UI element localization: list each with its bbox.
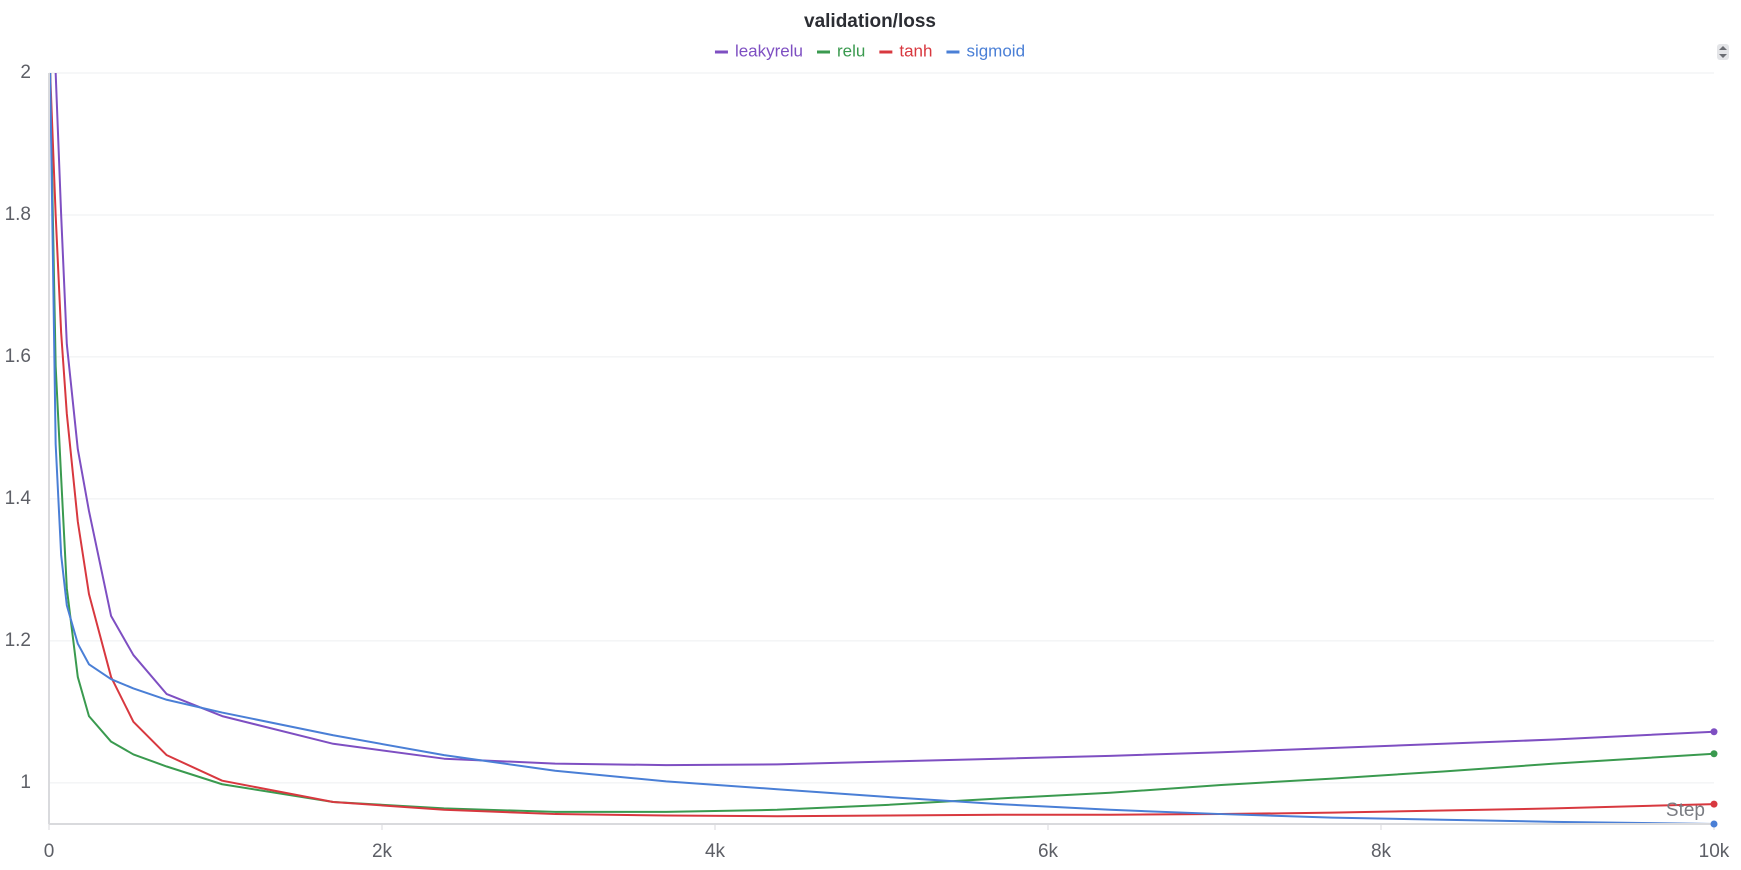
legend-item: tanh (879, 41, 932, 60)
x-tick-label: 6k (1038, 841, 1059, 862)
x-tick-label: 0 (44, 841, 55, 862)
legend-label: leakyrelu (735, 41, 803, 60)
grid: 1 1.2 1.4 1.6 1.8 2 0 2k 4k 6k 8k 10k (5, 62, 1730, 862)
y-tick-label: 1.2 (5, 630, 31, 651)
chart-title: validation/loss (804, 11, 936, 32)
x-tick-label: 4k (705, 841, 726, 862)
legend-item: sigmoid (946, 41, 1025, 60)
y-tick-label: 1 (20, 772, 31, 793)
line (49, 73, 1715, 813)
line (49, 73, 1715, 825)
line (54, 73, 1715, 767)
y-tick-label: 1.4 (5, 488, 32, 509)
x-tick-label: 8k (1371, 841, 1392, 862)
legend-label: relu (837, 41, 865, 60)
y-tick-label: 1.6 (5, 346, 31, 367)
end-point (1710, 800, 1718, 808)
plot-area (49, 73, 1715, 825)
legend-label: sigmoid (966, 41, 1025, 60)
legend-label: tanh (899, 41, 932, 60)
end-point (1710, 750, 1718, 758)
y-tick-label: 1.8 (5, 204, 31, 225)
x-tick-label: 10k (1699, 841, 1730, 862)
x-tick-label: 2k (372, 841, 393, 862)
legend-item: leakyrelu (714, 41, 803, 60)
x-axis-label: Step (1666, 800, 1705, 821)
line (49, 73, 1715, 818)
legend-item: relu (817, 41, 865, 60)
scroll-icon[interactable] (1717, 44, 1729, 60)
end-point (1710, 728, 1718, 736)
end-point (1710, 820, 1718, 828)
legend: leakyrelu relu tanh sigmoid (714, 41, 1025, 60)
y-tick-label: 2 (20, 62, 31, 83)
